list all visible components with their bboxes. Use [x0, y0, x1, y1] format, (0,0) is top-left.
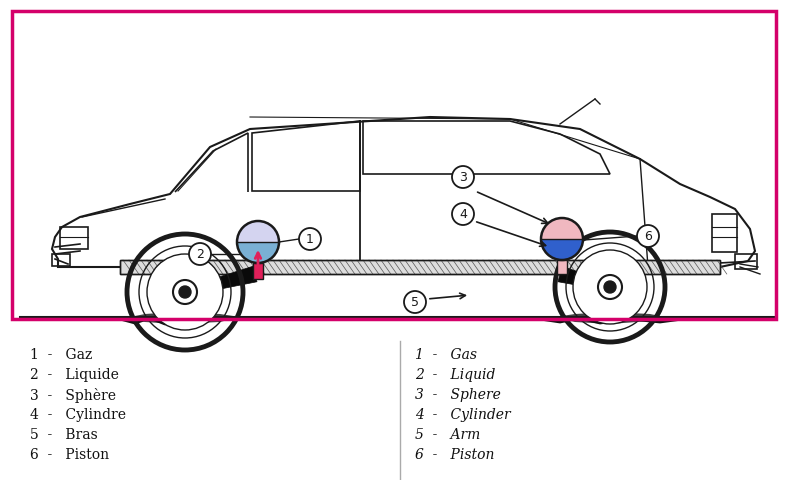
Circle shape: [299, 228, 321, 251]
Circle shape: [404, 291, 426, 313]
Circle shape: [637, 226, 659, 248]
Bar: [557, 261, 567, 275]
Bar: [120, 261, 720, 275]
Bar: [60, 228, 88, 250]
Bar: [52, 254, 70, 266]
Wedge shape: [237, 242, 279, 264]
Text: 6  -   Piston: 6 - Piston: [30, 447, 109, 461]
Bar: [120, 261, 720, 275]
Circle shape: [179, 287, 191, 299]
Text: 5  -   Bras: 5 - Bras: [30, 427, 98, 441]
Circle shape: [452, 167, 474, 189]
Circle shape: [189, 243, 211, 265]
Circle shape: [173, 280, 197, 304]
Polygon shape: [558, 267, 611, 291]
Circle shape: [540, 217, 584, 262]
Wedge shape: [541, 240, 583, 261]
Circle shape: [573, 251, 647, 324]
Text: 3: 3: [459, 171, 467, 184]
Text: 1  -   Gaz: 1 - Gaz: [30, 347, 92, 361]
Bar: [735, 254, 757, 269]
Wedge shape: [237, 222, 279, 242]
Text: 2  -   Liquide: 2 - Liquide: [30, 367, 119, 381]
Bar: [12, 12, 776, 319]
Text: 4  -   Cylinder: 4 - Cylinder: [415, 407, 510, 421]
Circle shape: [452, 204, 474, 226]
Bar: [253, 264, 263, 279]
Text: 1  -   Gas: 1 - Gas: [415, 347, 477, 361]
Polygon shape: [130, 312, 240, 324]
Text: 6: 6: [644, 230, 652, 243]
Circle shape: [604, 281, 616, 293]
Text: 5  -   Arm: 5 - Arm: [415, 427, 480, 441]
Circle shape: [147, 254, 223, 330]
Text: 3  -   Sphère: 3 - Sphère: [30, 387, 116, 402]
Circle shape: [236, 220, 280, 264]
Polygon shape: [184, 267, 257, 296]
Text: 2: 2: [196, 248, 204, 261]
Text: 1: 1: [306, 233, 314, 246]
Text: 6  -   Piston: 6 - Piston: [415, 447, 494, 461]
Text: 2  -   Liquid: 2 - Liquid: [415, 367, 495, 381]
Text: 4: 4: [459, 208, 467, 221]
Polygon shape: [555, 312, 665, 324]
Text: 4  -   Cylindre: 4 - Cylindre: [30, 407, 126, 421]
Bar: [712, 215, 737, 252]
Text: 3  -   Sphere: 3 - Sphere: [415, 387, 501, 401]
Wedge shape: [541, 218, 583, 240]
Text: 5: 5: [411, 296, 419, 309]
Circle shape: [598, 276, 622, 300]
